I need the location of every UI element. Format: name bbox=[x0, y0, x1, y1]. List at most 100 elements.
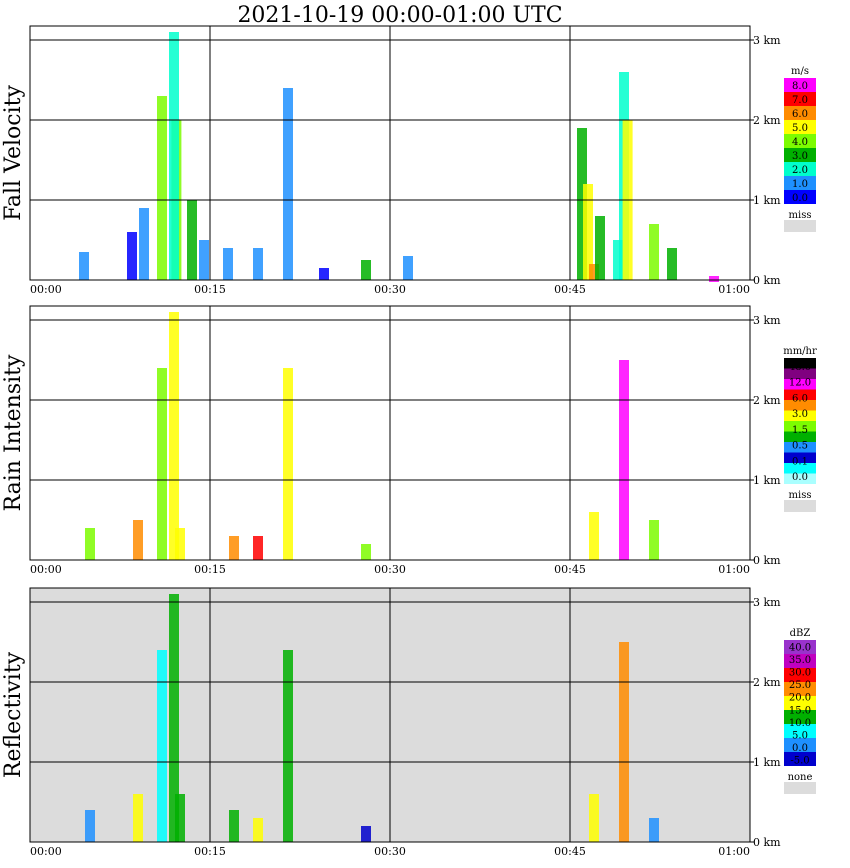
y-tick-label: 1 km bbox=[753, 756, 781, 769]
colorbar-label: 12.0 bbox=[789, 378, 811, 389]
panel-frame bbox=[29, 587, 751, 843]
x-tick-label: 00:30 bbox=[374, 845, 406, 858]
data-cell bbox=[403, 256, 413, 280]
y-tick-label: 1 km bbox=[753, 474, 781, 487]
data-cell bbox=[253, 536, 263, 560]
x-tick-label: 00:15 bbox=[194, 563, 226, 576]
panels: 0 km 1 km 2 km 3 km 00:00 00:15 00:30 00:45 01:0… bbox=[1, 25, 817, 858]
y-tick-label: 3 km bbox=[753, 34, 781, 47]
data-cell bbox=[157, 96, 167, 280]
colorbar-swatch bbox=[784, 78, 816, 92]
colorbar-swatch bbox=[784, 421, 816, 432]
data-cell bbox=[577, 128, 587, 280]
colorbar-label: 5.0 bbox=[792, 123, 808, 134]
colorbar-label: 5.0 bbox=[792, 731, 808, 742]
data-cell bbox=[169, 594, 179, 842]
data-cell bbox=[667, 248, 677, 280]
x-tick-label: 00:30 bbox=[374, 563, 406, 576]
y-tick-label: 1 km bbox=[753, 194, 781, 207]
colorbar-swatch bbox=[784, 463, 816, 474]
y-tick-label: 0 km bbox=[753, 554, 781, 567]
data-cell bbox=[709, 276, 719, 282]
colorbar-label: 0.0 bbox=[792, 193, 808, 204]
colorbar-label: 6.0 bbox=[792, 109, 808, 120]
colorbar-swatch bbox=[784, 162, 816, 176]
colorbar-swatch bbox=[784, 410, 816, 421]
colorbar-label: 3.0 bbox=[792, 409, 808, 420]
x-tick-label: 00:00 bbox=[30, 845, 62, 858]
colorbar-swatch bbox=[784, 190, 816, 204]
data-cell bbox=[595, 216, 605, 280]
data-cell bbox=[361, 260, 371, 280]
colorbar-swatch bbox=[784, 358, 816, 369]
x-tick-label: 00:30 bbox=[374, 283, 406, 296]
data-cell bbox=[169, 312, 179, 560]
colorbar-swatch bbox=[784, 148, 816, 162]
x-tick-label: 00:45 bbox=[554, 563, 586, 576]
y-tick-label: 3 km bbox=[753, 596, 781, 609]
colorbar-swatch bbox=[784, 431, 816, 442]
data-cell bbox=[253, 818, 263, 842]
data-cell bbox=[283, 88, 293, 280]
x-tick-label: 00:45 bbox=[554, 283, 586, 296]
data-cell bbox=[361, 826, 371, 842]
colorbar-label: 8.0 bbox=[792, 81, 808, 92]
colorbar-swatch bbox=[784, 379, 816, 390]
y-tick-label: 3 km bbox=[753, 314, 781, 327]
data-cell bbox=[283, 368, 293, 560]
colorbar-unit: mm/hr bbox=[783, 346, 817, 357]
colorbar-swatch bbox=[784, 682, 816, 696]
data-cell bbox=[583, 184, 593, 280]
colorbar-swatch bbox=[784, 368, 816, 379]
data-cell bbox=[649, 818, 659, 842]
colorbar-missing-label: none bbox=[788, 772, 813, 783]
data-cell bbox=[157, 650, 167, 842]
colorbar-swatch bbox=[784, 724, 816, 738]
colorbar-swatch bbox=[784, 668, 816, 682]
x-tick-label: 01:00 bbox=[718, 845, 750, 858]
data-cell bbox=[613, 240, 623, 280]
colorbar-swatch bbox=[784, 640, 816, 654]
colorbar-swatch bbox=[784, 473, 816, 484]
data-cell bbox=[133, 794, 143, 842]
data-cell bbox=[589, 264, 599, 280]
colorbar-label: 1.5 bbox=[792, 425, 808, 436]
data-cell bbox=[139, 208, 149, 280]
colorbar-missing-swatch bbox=[784, 220, 816, 232]
data-cell bbox=[619, 360, 629, 560]
data-cell bbox=[79, 252, 89, 280]
y-tick-label: 0 km bbox=[753, 836, 781, 849]
y-tick-label: 2 km bbox=[753, 114, 781, 127]
data-cell bbox=[175, 794, 185, 842]
x-tick-label: 01:00 bbox=[718, 283, 750, 296]
data-cell bbox=[85, 528, 95, 560]
data-cell bbox=[649, 224, 659, 280]
x-tick-label: 00:15 bbox=[194, 845, 226, 858]
colorbar-missing-swatch bbox=[784, 782, 816, 794]
y-tick-label: 2 km bbox=[753, 676, 781, 689]
data-cell bbox=[649, 520, 659, 560]
data-cell bbox=[619, 642, 629, 842]
data-cell bbox=[229, 536, 239, 560]
colorbar-label: 0.5 bbox=[792, 441, 808, 452]
panel-title: Fall Velocity bbox=[1, 85, 26, 221]
colorbar-label: 4.0 bbox=[792, 137, 808, 148]
colorbar-label: 35.0 bbox=[789, 655, 811, 666]
colorbar-missing-swatch bbox=[784, 500, 816, 512]
data-cell bbox=[199, 240, 209, 280]
colorbar-swatch bbox=[784, 752, 816, 766]
colorbar-label: -5.0 bbox=[790, 756, 809, 767]
colorbar-label: 0.0 bbox=[792, 472, 808, 483]
colorbar-label: 1.0 bbox=[792, 179, 808, 190]
colorbar-swatch bbox=[784, 106, 816, 120]
data-cell bbox=[319, 268, 329, 280]
colorbar-label: 10.0 bbox=[789, 718, 811, 729]
colorbar-label: 6.0 bbox=[792, 393, 808, 404]
data-cell bbox=[175, 528, 185, 560]
data-cell bbox=[229, 810, 239, 842]
colorbar-label: 25.0 bbox=[789, 680, 811, 691]
data-cell bbox=[157, 368, 167, 560]
x-tick-label: 00:00 bbox=[30, 283, 62, 296]
colorbar-swatch bbox=[784, 696, 816, 710]
colorbar-label: 20.0 bbox=[789, 693, 811, 704]
